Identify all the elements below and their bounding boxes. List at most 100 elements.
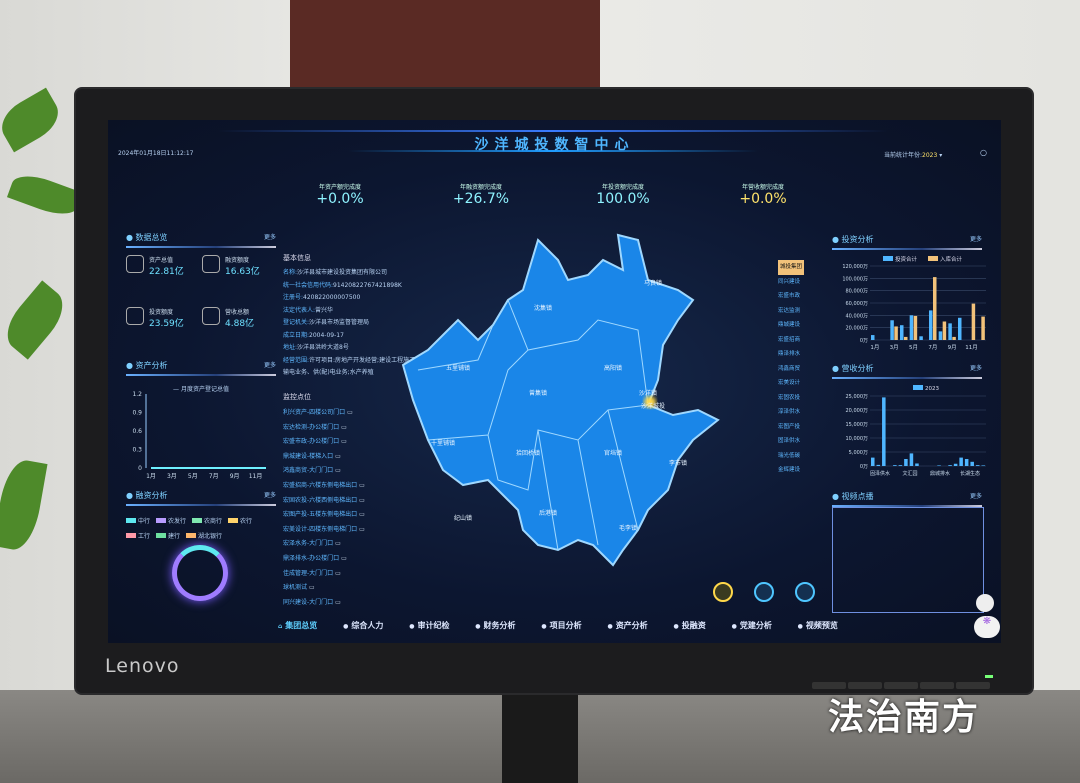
company-item[interactable]: 同兴建设 <box>778 278 801 285</box>
ai-assistant-button[interactable]: ❋ <box>974 616 1000 638</box>
town-label[interactable]: 沙洋城投 <box>641 402 665 410</box>
x-tick-label: 11月 <box>965 344 978 351</box>
finance-legend-item[interactable]: 农发行 <box>156 516 186 527</box>
more-link[interactable]: 更多 <box>263 492 276 499</box>
company-item[interactable]: 城投集团 <box>778 260 805 275</box>
nav-tab[interactable]: ● 审计纪检 <box>409 621 450 630</box>
basic-info-row: 经营范围:许可项目:房地产开发经营;建设工程施工; <box>283 356 418 364</box>
town-label[interactable]: 李市镇 <box>669 459 687 467</box>
year-selector[interactable]: 当前统计年份:2023 ▾ <box>884 152 943 159</box>
monitor-point-item[interactable]: 鸿鑫商贸-大门门口 ▭ <box>283 467 341 475</box>
town-label[interactable]: 后港镇 <box>539 509 557 517</box>
watermark: 法治南方 <box>828 697 981 738</box>
camera-icon: ▭ <box>359 496 365 504</box>
camera-icon: ▭ <box>341 438 347 446</box>
town-label[interactable]: 十里铺镇 <box>431 439 455 447</box>
company-item[interactable]: 鸿鑫商贸 <box>778 365 801 372</box>
invest-bar <box>904 336 908 340</box>
legend-label: 入库合计 <box>940 255 963 263</box>
company-item[interactable]: 宏盛市政 <box>778 293 801 299</box>
overview-icon <box>126 255 144 273</box>
y-tick-label: 10,000万 <box>846 436 869 442</box>
finance-legend-item[interactable]: 农行 <box>228 516 252 527</box>
town-label[interactable]: 拾回桥镇 <box>516 449 540 457</box>
home-view-button[interactable] <box>795 582 815 602</box>
settings-icon[interactable]: ○ <box>980 148 987 157</box>
more-link[interactable]: 更多 <box>969 365 982 372</box>
monitor-point-item[interactable]: 宏图产投-五楼东侧电梯出口 ▭ <box>283 511 365 519</box>
company-item[interactable]: 金辉建设 <box>778 467 801 473</box>
overview-value: 22.81亿 <box>149 267 184 277</box>
monitor-point-item[interactable]: 佳成管理-大门门口 ▭ <box>283 569 341 577</box>
company-item[interactable]: 宏美设计 <box>778 380 801 386</box>
asset-line-chart: 1.2 0.9 0.6 0.3 0 1月 3月 5月 7月 9月 11月 <box>132 391 266 480</box>
monitor-point-item[interactable]: 同兴建设-大门门口 ▭ <box>283 598 341 606</box>
finance-legend-item[interactable]: 湖北银行 <box>186 531 222 542</box>
projects-view-button[interactable] <box>754 582 774 602</box>
town-label[interactable]: 沈集镇 <box>534 304 552 312</box>
town-label[interactable]: 五里铺镇 <box>446 364 470 372</box>
y-tick-label: 1.2 <box>132 391 142 398</box>
monitor-point-item[interactable]: 利兴资产-四楼公司门口 ▭ <box>283 409 353 416</box>
monitor-point-item[interactable]: 宏固农投-六楼西侧电梯出口 ▭ <box>283 496 365 504</box>
y-tick-label: 40,000万 <box>846 313 869 319</box>
revenue-bar <box>959 457 963 466</box>
nav-tab[interactable]: ● 党建分析 <box>731 621 772 630</box>
nav-tab[interactable]: ⌂ 集团总览 <box>278 621 318 630</box>
chart-view-button[interactable] <box>713 582 733 602</box>
company-item[interactable]: 宏图产投 <box>778 423 801 430</box>
company-item[interactable]: 宏固农投 <box>778 394 801 401</box>
invest-panel: ● 投资分析 更多 <box>832 234 982 250</box>
monitor-point-item[interactable]: 宏泽水务-大门门口 ▭ <box>283 540 341 548</box>
nav-tab[interactable]: ● 投融资 <box>673 621 706 630</box>
map-region[interactable] <box>401 233 720 567</box>
link-icon[interactable] <box>976 594 994 612</box>
nav-tab[interactable]: ● 综合人力 <box>343 621 384 630</box>
monitor-point-item[interactable]: 宏达检测-办公楼门口 ▭ <box>283 423 347 431</box>
monitor-point-item[interactable]: 鼎泽排水-办公楼门口 ▭ <box>283 554 347 562</box>
company-item[interactable]: 鼎城建设 <box>778 322 801 328</box>
nav-tab[interactable]: ● 资产分析 <box>607 621 648 630</box>
town-label[interactable]: 曾集镇 <box>529 389 547 397</box>
nav-tab[interactable]: ● 项目分析 <box>541 621 582 630</box>
finance-legend-item[interactable]: 建行 <box>156 531 180 542</box>
revenue-bar <box>975 465 980 466</box>
hq-marker[interactable] <box>644 396 656 408</box>
legend-label: 2023 <box>925 386 939 392</box>
town-label[interactable]: 高阳镇 <box>604 364 622 372</box>
company-item[interactable]: 宏盛招商 <box>778 336 801 343</box>
town-label[interactable]: 沙洋镇 <box>639 389 657 397</box>
x-tick-label: 11月 <box>249 473 263 480</box>
company-item[interactable]: 淳泽供水 <box>778 409 801 415</box>
town-label[interactable]: 毛李镇 <box>619 524 637 532</box>
monitor-point-item[interactable]: 球机测试 ▭ <box>283 584 315 592</box>
company-item[interactable]: 固泽供水 <box>778 438 801 444</box>
more-link[interactable]: 更多 <box>969 236 982 243</box>
more-link[interactable]: 更多 <box>969 493 982 500</box>
video-player[interactable] <box>832 507 984 613</box>
more-link[interactable]: 更多 <box>263 234 276 241</box>
monitor-point-item[interactable]: 宏美设计-四楼东侧电梯门口 ▭ <box>283 525 365 533</box>
company-item[interactable]: 瑞光低碳 <box>778 452 801 459</box>
monitor-point-item[interactable]: 宏盛招商-六楼东侧电梯出口 ▭ <box>283 481 365 489</box>
town-label[interactable]: 官垱镇 <box>604 449 622 457</box>
monitor-point-item[interactable]: 宏盛市政-办公楼门口 ▭ <box>283 438 347 446</box>
town-label[interactable]: 纪山镇 <box>454 514 472 522</box>
nav-tab[interactable]: ● 财务分析 <box>475 621 516 630</box>
nav-tab[interactable]: ● 视频预览 <box>797 621 838 630</box>
monitor-buttons[interactable] <box>812 674 1012 689</box>
finance-legend-item[interactable]: 工行 <box>126 531 150 542</box>
finance-legend-item[interactable]: 中行 <box>126 516 150 527</box>
invest-bar <box>919 336 923 340</box>
overview-title: ● 数据总览 更多 <box>126 233 276 242</box>
company-item[interactable]: 鼎泽排水 <box>778 351 801 357</box>
x-tick-label: 1月 <box>146 473 156 480</box>
monitor-point-item[interactable]: 鼎城建设-楼梯入口 ▭ <box>283 452 341 460</box>
town-label[interactable]: 马良镇 <box>644 279 662 287</box>
company-item[interactable]: 宏达监测 <box>778 307 801 314</box>
invest-bar <box>938 331 943 340</box>
more-link[interactable]: 更多 <box>263 362 276 369</box>
finance-legend-item[interactable]: 农商行 <box>192 516 222 527</box>
revenue-bar <box>953 463 958 466</box>
